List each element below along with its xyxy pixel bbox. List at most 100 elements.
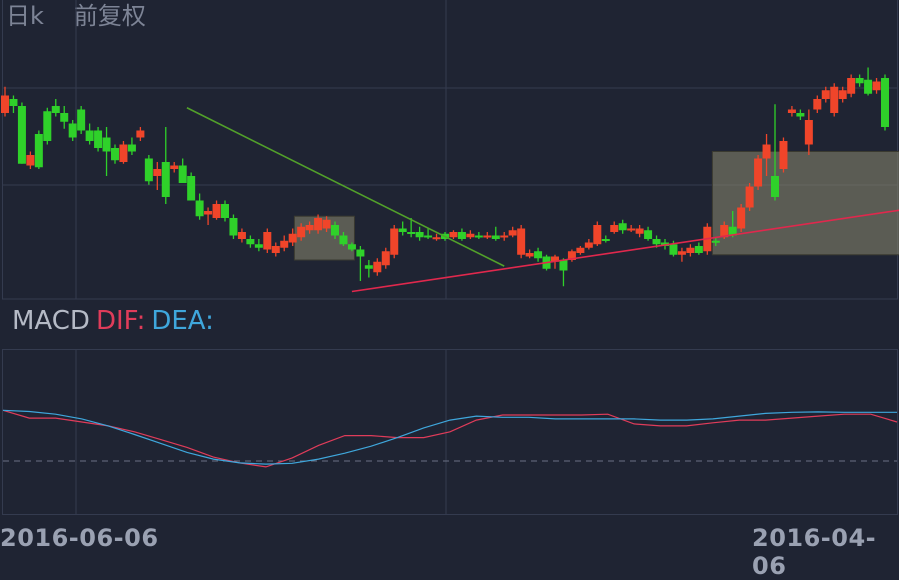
candle-body [77, 109, 86, 131]
candle-body [559, 260, 568, 271]
candle-body [297, 226, 306, 238]
candle-body [500, 235, 509, 238]
candle-body [762, 144, 771, 159]
candle-body [111, 148, 119, 161]
candle-body [754, 158, 763, 187]
candle-body [593, 225, 602, 245]
candle-body [449, 232, 458, 238]
candle-body [567, 251, 576, 260]
candle-body [677, 251, 686, 255]
candle-body [728, 226, 737, 236]
candle-body [373, 261, 382, 273]
candle-body [26, 155, 35, 166]
trend-line-down [186, 107, 505, 267]
trend-lines [186, 107, 899, 293]
candle-body [246, 239, 255, 245]
candle-body [356, 249, 365, 257]
candle-body [407, 232, 416, 234]
candle-body [170, 165, 179, 169]
candle-body [237, 232, 246, 239]
candle-body [881, 78, 889, 127]
candle-body [864, 79, 873, 94]
candle-body [517, 228, 526, 255]
candle-body [787, 109, 796, 113]
candle-body [127, 144, 136, 152]
candle-body [390, 228, 399, 255]
date-right: 2016-04-06 [752, 524, 877, 580]
candle-body [804, 120, 813, 145]
candle-body [821, 90, 830, 99]
candle-body [872, 81, 881, 91]
candle-body [432, 237, 441, 240]
candle-body [779, 141, 788, 169]
candle-body [280, 240, 289, 248]
chart-header: 日k 前复权 [6, 0, 176, 31]
candle-body [415, 232, 424, 238]
dea-label: DEA: [151, 306, 214, 336]
candle-body [339, 235, 348, 245]
candle-body [525, 253, 534, 257]
candle-body [136, 130, 145, 138]
macd-name: MACD [12, 306, 90, 336]
candle-body [204, 211, 213, 215]
period-label[interactable]: 日k [6, 2, 44, 30]
candles [1, 67, 889, 287]
candle-body [534, 251, 543, 259]
candle-body [187, 176, 196, 201]
candle-body [627, 228, 636, 231]
highlight-boxes [293, 151, 899, 261]
candle-body [178, 165, 187, 183]
trend-line-up [351, 209, 899, 293]
macd-panel-border [2, 349, 898, 515]
candle-body [610, 225, 619, 232]
highlight-box [711, 151, 899, 256]
candle-body [17, 106, 26, 164]
candle-body [288, 233, 297, 243]
candle-body [771, 176, 779, 197]
candle-body [9, 99, 18, 106]
candle-body [68, 123, 77, 138]
main-panel-border [2, 0, 898, 300]
candle-body [796, 113, 805, 117]
grid-lines [2, 0, 898, 515]
candle-body [51, 106, 60, 113]
candle-body [855, 78, 864, 84]
candle-body [254, 244, 263, 248]
candle-body [43, 111, 52, 141]
candle-body [847, 78, 856, 94]
candle-body [314, 218, 323, 231]
candle-body [830, 86, 839, 113]
candle-body [424, 235, 433, 238]
candle-body [466, 233, 475, 238]
candle-body [601, 239, 610, 241]
candle-body [212, 204, 221, 218]
candle-body [694, 246, 703, 253]
candle-body [813, 99, 822, 110]
adjust-label[interactable]: 前复权 [73, 2, 146, 30]
candle-body [711, 240, 720, 243]
dif-label: DIF: [95, 306, 146, 336]
candle-body [584, 242, 593, 248]
candle-body [686, 247, 695, 253]
candle-body [1, 95, 9, 113]
candle-body [720, 225, 729, 238]
candle-body [305, 225, 314, 231]
candle-body [102, 137, 111, 152]
candle-body [153, 169, 162, 176]
kline-chart [1, 0, 899, 515]
candle-body [652, 239, 661, 245]
candle-body [85, 130, 94, 141]
candle-body [551, 256, 559, 262]
candle-body [618, 223, 627, 231]
candle-body [60, 113, 69, 122]
dea-line [2, 409, 897, 465]
candle-body [322, 219, 331, 229]
candle-body [457, 232, 466, 239]
candle-body [144, 158, 153, 182]
candle-body [34, 134, 43, 168]
date-left: 2016-06-06 [0, 524, 159, 552]
macd-lines [2, 409, 898, 468]
candle-body [195, 200, 204, 217]
candle-body [364, 265, 373, 269]
candle-body [838, 90, 847, 99]
